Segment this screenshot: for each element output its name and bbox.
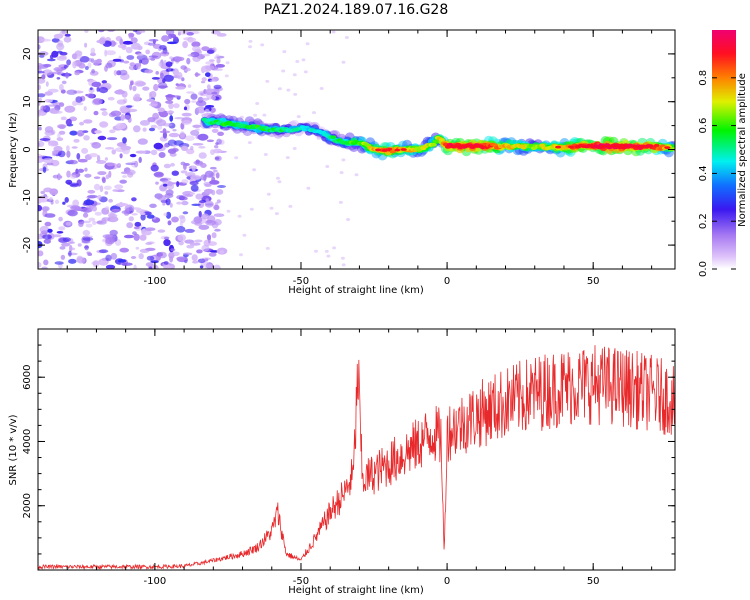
spectrogram-carrier-track bbox=[199, 113, 675, 161]
snr-y-tick-label: 6000 bbox=[22, 364, 33, 389]
colorbar-tick-label: 0.0 bbox=[698, 261, 709, 277]
spectrogram-y-tick-label: 10 bbox=[22, 95, 33, 108]
snr-y-tick-label: 4000 bbox=[22, 429, 33, 454]
spectrogram-x-axis-label: Height of straight line (km) bbox=[288, 285, 424, 296]
colorbar-label: Normalized spectral amplitude bbox=[737, 73, 748, 227]
colorbar-tick-label: 0.6 bbox=[698, 118, 709, 134]
snr-x-tick-label: 50 bbox=[587, 576, 600, 587]
spectrogram-x-tick-label: -50 bbox=[293, 276, 309, 287]
figure-title: PAZ1.2024.189.07.16.G28 bbox=[264, 2, 449, 18]
snr-series-line bbox=[38, 345, 675, 570]
snr-panel: -100 -50 0 50 2000 4000 6000 Height of straig… bbox=[8, 328, 676, 596]
spectrogram-y-tick-label: -20 bbox=[22, 237, 33, 253]
colorbar-tick-label: 0.8 bbox=[698, 70, 709, 86]
colorbar-gradient bbox=[712, 30, 736, 269]
snr-x-tick-label: 0 bbox=[444, 576, 450, 587]
colorbar-tick-label: 0.2 bbox=[698, 213, 709, 229]
snr-frame bbox=[37, 328, 676, 571]
snr-x-tick-label: -100 bbox=[144, 576, 167, 587]
spectrogram-y-ticks: -20 -10 0 10 20 bbox=[22, 29, 675, 270]
colorbar: 0.0 0.2 0.4 0.6 0.8 Normalized spectral ampl… bbox=[698, 30, 748, 277]
snr-x-tick-label: -50 bbox=[293, 576, 309, 587]
colorbar-ticks: 0.0 0.2 0.4 0.6 0.8 bbox=[698, 70, 736, 277]
spectrogram-x-tick-label: -100 bbox=[144, 276, 167, 287]
snr-x-axis-label: Height of straight line (km) bbox=[288, 585, 424, 596]
spectrogram-noise-speckle bbox=[38, 30, 359, 269]
colorbar-tick-label: 0.4 bbox=[698, 165, 709, 181]
spectrogram-y-tick-label: 0 bbox=[22, 146, 33, 152]
snr-y-tick-label: 2000 bbox=[22, 493, 33, 518]
spectrogram-x-tick-label: 0 bbox=[444, 276, 450, 287]
snr-y-axis-label: SNR (10 * v/v) bbox=[8, 414, 19, 485]
spectrogram-y-tick-label: 20 bbox=[22, 48, 33, 61]
snr-x-ticks: -100 -50 0 50 bbox=[37, 329, 653, 587]
spectrogram-y-tick-label: -10 bbox=[22, 189, 33, 205]
spectrogram-x-ticks: -100 -50 0 50 bbox=[37, 30, 653, 287]
spectrogram-x-tick-label: 50 bbox=[587, 276, 600, 287]
spectrogram-y-axis-label: Frequency (Hz) bbox=[8, 112, 19, 188]
snr-y-ticks: 2000 4000 6000 bbox=[22, 328, 675, 555]
